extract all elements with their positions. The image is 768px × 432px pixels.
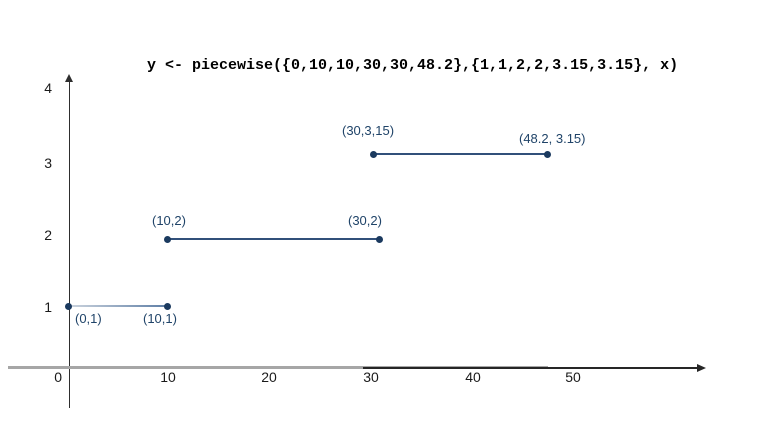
segment-y315: [373, 153, 547, 155]
point-marker-482-315: [543, 150, 551, 158]
point-marker-30-315: [369, 150, 377, 158]
origin-label: 0: [54, 369, 62, 385]
point-label-0-1: (0,1): [75, 311, 102, 326]
plot-title: y <- piecewise({0,10,10,30,30,48.2},{1,1…: [147, 57, 679, 74]
point-label-30-2: (30,2): [348, 213, 382, 228]
point-label-10-1: (10,1): [143, 311, 177, 326]
point-label-482-315: (48.2, 3.15): [519, 131, 586, 146]
point-marker-30-2: [375, 235, 383, 243]
point-label-10-2: (10,2): [152, 213, 186, 228]
y-axis-arrowhead-icon: [65, 74, 73, 82]
x-axis-arrowhead-icon: [697, 363, 706, 372]
point-marker-10-2: [163, 235, 171, 243]
y-tick-2: 2: [44, 227, 52, 243]
y-tick-4: 4: [44, 80, 52, 96]
y-axis-line: [69, 80, 71, 408]
segment-y2: [167, 238, 379, 240]
x-axis-line: [363, 367, 700, 369]
y-tick-1: 1: [44, 299, 52, 315]
x-axis-gray-line: [8, 366, 548, 369]
point-label-30-315: (30,3,15): [342, 123, 395, 138]
x-tick-40: 40: [465, 369, 481, 385]
point-marker-10-1: [163, 302, 171, 310]
segment-y1: [68, 305, 167, 307]
x-tick-10: 10: [160, 369, 176, 385]
y-tick-3: 3: [44, 155, 52, 171]
x-tick-20: 20: [261, 369, 277, 385]
point-marker-0-1: [64, 302, 72, 310]
x-tick-30: 30: [363, 369, 379, 385]
x-tick-50: 50: [565, 369, 581, 385]
